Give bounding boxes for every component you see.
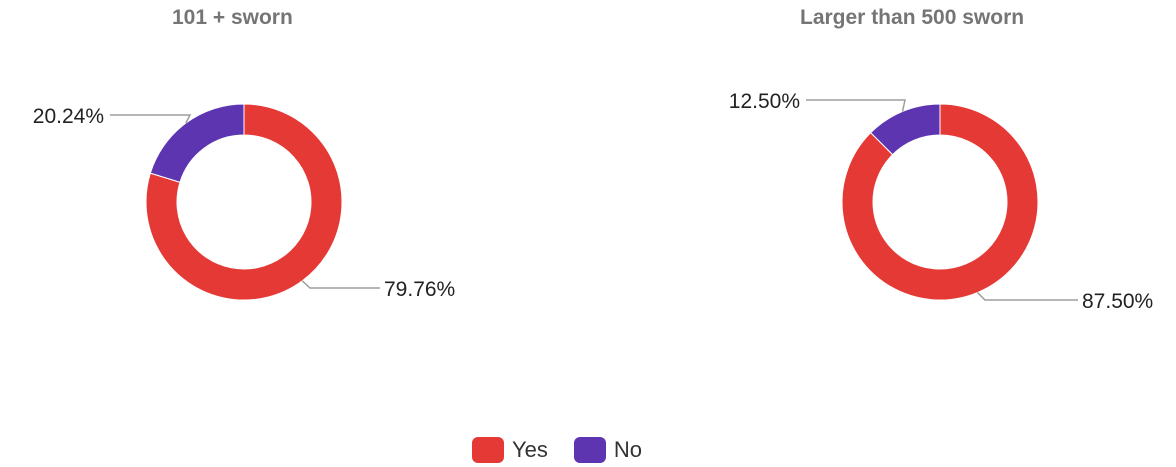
legend-label-yes: Yes: [512, 437, 548, 462]
legend-swatch-yes: [472, 437, 504, 463]
legend-item-yes[interactable]: Yes: [472, 437, 548, 463]
data-label-yes-chart-2: 87.50%: [1082, 290, 1153, 313]
donut-slice-yes-chart-2[interactable]: [841, 103, 1039, 301]
leader-line-no-chart-2: [806, 99, 906, 112]
data-label-yes-chart-1: 79.76%: [384, 278, 455, 301]
chart-title-larger-than-500: Larger than 500 sworn: [800, 6, 1025, 29]
legend-label-no: No: [613, 437, 643, 462]
legend-item-no[interactable]: No: [573, 437, 643, 463]
leader-line-yes-chart-1: [301, 280, 380, 289]
chart-title-101-sworn: 101 + sworn: [172, 6, 293, 29]
donut-slice-yes-chart-1[interactable]: [145, 103, 343, 301]
legend: Yes No: [472, 437, 668, 463]
data-label-no-chart-2: 12.50%: [729, 90, 800, 113]
leader-line-no-chart-1: [110, 114, 192, 124]
legend-swatch-no: [573, 437, 606, 463]
donut-slice-no-chart-1[interactable]: [149, 103, 245, 183]
leader-line-yes-chart-2: [976, 292, 1078, 301]
donut-slice-no-chart-2[interactable]: [869, 103, 941, 156]
data-label-no-chart-1: 20.24%: [33, 105, 104, 128]
